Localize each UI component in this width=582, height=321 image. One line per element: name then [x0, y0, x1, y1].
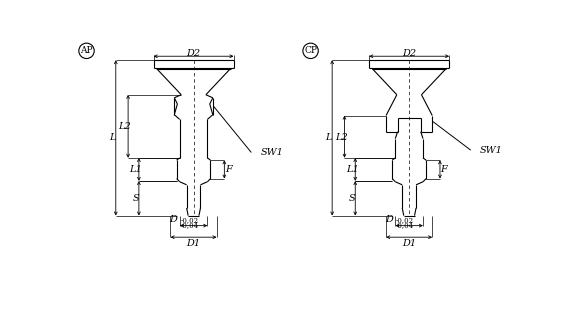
Text: CP: CP: [304, 46, 317, 55]
Text: -0,04: -0,04: [396, 221, 414, 229]
Text: -0,04: -0,04: [180, 221, 198, 229]
Text: -0,02: -0,02: [180, 217, 198, 225]
Text: S: S: [349, 194, 356, 203]
Text: D1: D1: [186, 239, 201, 248]
Text: D: D: [385, 215, 393, 224]
Text: S: S: [133, 194, 139, 203]
Text: L: L: [109, 133, 115, 142]
Text: L1: L1: [346, 165, 359, 174]
Text: -0,02: -0,02: [396, 217, 414, 225]
Text: D: D: [169, 215, 178, 224]
Text: F: F: [225, 165, 232, 174]
Text: L2: L2: [335, 133, 348, 142]
Text: L2: L2: [119, 122, 132, 131]
Text: D1: D1: [402, 239, 416, 248]
Text: SW1: SW1: [261, 148, 283, 157]
Text: D2: D2: [402, 49, 416, 58]
Text: L1: L1: [129, 165, 142, 174]
Text: D2: D2: [186, 49, 201, 58]
Text: L: L: [325, 133, 332, 142]
Text: SW1: SW1: [480, 146, 503, 155]
Text: AP: AP: [80, 46, 93, 55]
Text: F: F: [441, 165, 447, 174]
